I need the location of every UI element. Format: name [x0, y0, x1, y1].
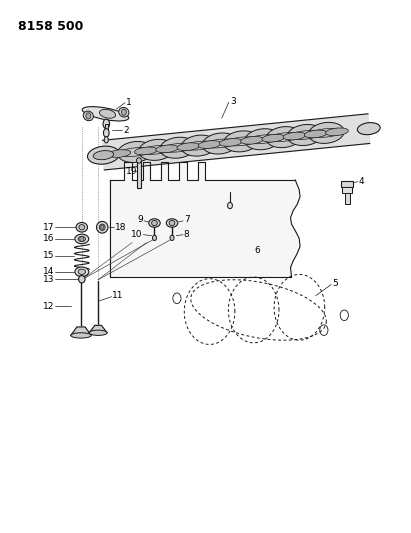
- Text: 12: 12: [43, 302, 55, 311]
- Text: 2: 2: [123, 126, 129, 135]
- Text: 18: 18: [115, 223, 126, 232]
- Ellipse shape: [71, 333, 91, 338]
- Ellipse shape: [309, 123, 344, 143]
- Text: 8: 8: [184, 230, 189, 239]
- Ellipse shape: [224, 131, 259, 152]
- Ellipse shape: [219, 139, 242, 146]
- Circle shape: [121, 109, 126, 115]
- Ellipse shape: [160, 137, 196, 158]
- Ellipse shape: [169, 220, 175, 225]
- Text: 11: 11: [113, 291, 124, 300]
- Text: 17: 17: [43, 223, 55, 232]
- Ellipse shape: [79, 276, 85, 283]
- Ellipse shape: [136, 158, 141, 163]
- Bar: [105, 124, 108, 129]
- Text: 15: 15: [43, 252, 55, 261]
- Ellipse shape: [78, 236, 85, 241]
- Ellipse shape: [152, 235, 157, 240]
- Text: 10: 10: [131, 230, 143, 239]
- Circle shape: [228, 203, 233, 209]
- Ellipse shape: [287, 125, 323, 146]
- Text: 6: 6: [254, 246, 260, 255]
- Text: 19: 19: [126, 166, 137, 175]
- Text: 13: 13: [43, 274, 55, 284]
- Ellipse shape: [326, 128, 349, 136]
- Bar: [345, 193, 350, 205]
- Ellipse shape: [118, 141, 153, 163]
- Bar: [137, 161, 141, 188]
- Ellipse shape: [82, 107, 129, 121]
- Ellipse shape: [75, 234, 89, 244]
- Text: 3: 3: [230, 96, 236, 106]
- Ellipse shape: [93, 151, 114, 160]
- Ellipse shape: [78, 269, 85, 274]
- Ellipse shape: [134, 147, 157, 155]
- Ellipse shape: [88, 146, 120, 164]
- Ellipse shape: [104, 128, 109, 137]
- Polygon shape: [342, 181, 353, 188]
- Ellipse shape: [283, 132, 306, 140]
- Polygon shape: [103, 114, 369, 170]
- Polygon shape: [71, 327, 91, 335]
- Text: 9: 9: [138, 215, 143, 224]
- Ellipse shape: [170, 235, 174, 240]
- Ellipse shape: [103, 119, 110, 128]
- Ellipse shape: [198, 141, 221, 148]
- Text: 7: 7: [184, 215, 189, 224]
- Text: 14: 14: [43, 268, 55, 276]
- Circle shape: [86, 113, 91, 119]
- Text: 1: 1: [126, 98, 132, 107]
- Polygon shape: [110, 162, 300, 277]
- Ellipse shape: [119, 107, 129, 117]
- Text: 16: 16: [43, 235, 55, 244]
- Ellipse shape: [97, 221, 108, 233]
- Ellipse shape: [99, 224, 105, 230]
- Ellipse shape: [79, 224, 85, 230]
- Ellipse shape: [75, 267, 89, 277]
- Ellipse shape: [245, 129, 280, 150]
- Text: 8158 500: 8158 500: [18, 20, 83, 33]
- Ellipse shape: [358, 123, 380, 135]
- Ellipse shape: [99, 109, 115, 118]
- Ellipse shape: [177, 143, 200, 150]
- Ellipse shape: [139, 139, 174, 160]
- Ellipse shape: [83, 111, 93, 121]
- Circle shape: [80, 236, 84, 241]
- Ellipse shape: [108, 150, 131, 157]
- Ellipse shape: [266, 127, 302, 148]
- Ellipse shape: [166, 219, 178, 227]
- Bar: [342, 188, 352, 193]
- Ellipse shape: [89, 330, 107, 335]
- Ellipse shape: [156, 145, 178, 152]
- Ellipse shape: [104, 136, 109, 143]
- Circle shape: [101, 225, 104, 229]
- Text: 5: 5: [332, 279, 338, 288]
- Ellipse shape: [202, 133, 238, 154]
- Text: 4: 4: [358, 177, 364, 186]
- Ellipse shape: [262, 134, 285, 142]
- Ellipse shape: [149, 219, 160, 227]
- Ellipse shape: [304, 130, 327, 138]
- Ellipse shape: [76, 222, 88, 232]
- Ellipse shape: [240, 136, 263, 144]
- Ellipse shape: [152, 220, 157, 225]
- Polygon shape: [89, 325, 107, 333]
- Ellipse shape: [181, 135, 217, 156]
